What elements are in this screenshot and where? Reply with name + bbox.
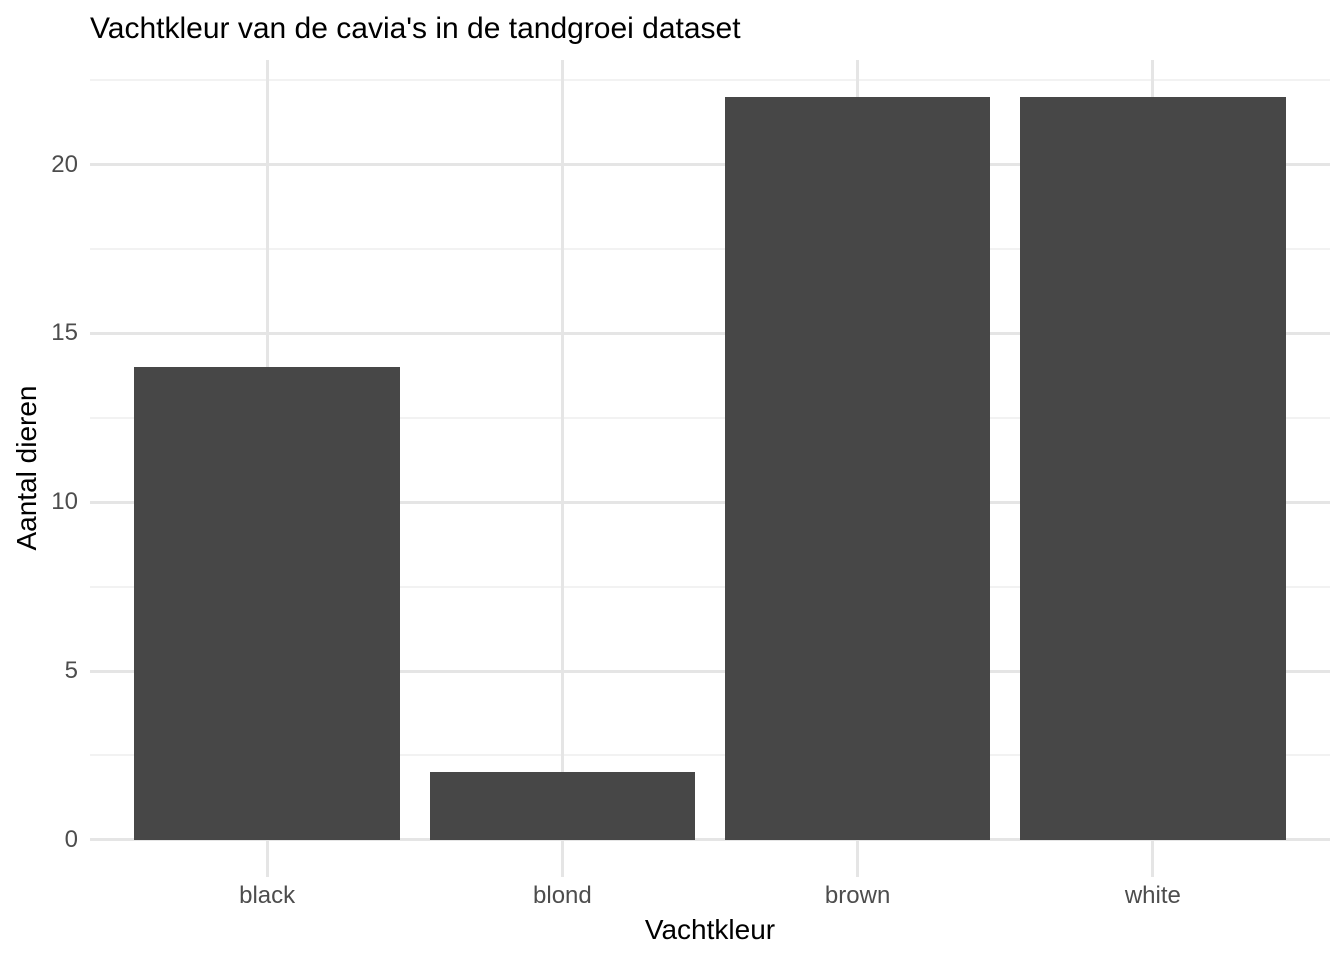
bar-blond bbox=[429, 772, 696, 840]
bar-brown bbox=[724, 97, 991, 840]
gridline-major-horizontal bbox=[90, 331, 1330, 335]
gridline-major-vertical bbox=[560, 60, 564, 877]
gridline-minor-horizontal bbox=[90, 248, 1330, 251]
y-tick-label: 10 bbox=[51, 488, 78, 516]
x-axis-title: Vachtkleur bbox=[644, 914, 776, 945]
y-tick-label: 5 bbox=[64, 657, 78, 685]
gridline-minor-horizontal bbox=[90, 585, 1330, 588]
x-tick-label-brown: brown bbox=[824, 882, 891, 909]
gridline-major-horizontal bbox=[90, 669, 1330, 673]
y-tick-label: 0 bbox=[64, 825, 78, 853]
gridline-minor-horizontal bbox=[90, 754, 1330, 757]
plot-panel bbox=[90, 60, 1330, 877]
chart-title: Vachtkleur van de cavia's in de tandgroe… bbox=[90, 12, 741, 45]
gridline-major-horizontal bbox=[90, 163, 1330, 167]
x-tick-label-blond: blond bbox=[533, 882, 592, 909]
x-tick-label-white: white bbox=[1124, 882, 1181, 909]
gridline-minor-horizontal bbox=[90, 416, 1330, 419]
y-tick-label: 15 bbox=[51, 319, 78, 347]
gridline-major-horizontal bbox=[90, 500, 1330, 504]
x-tick-label-black: black bbox=[239, 882, 296, 909]
gridline-minor-horizontal bbox=[90, 79, 1330, 82]
gridline-major-horizontal bbox=[90, 838, 1330, 842]
y-axis-title: Aantal dieren bbox=[11, 385, 42, 551]
y-tick-label: 20 bbox=[51, 150, 78, 178]
bar-black bbox=[134, 367, 400, 840]
bar-white bbox=[1020, 97, 1286, 840]
